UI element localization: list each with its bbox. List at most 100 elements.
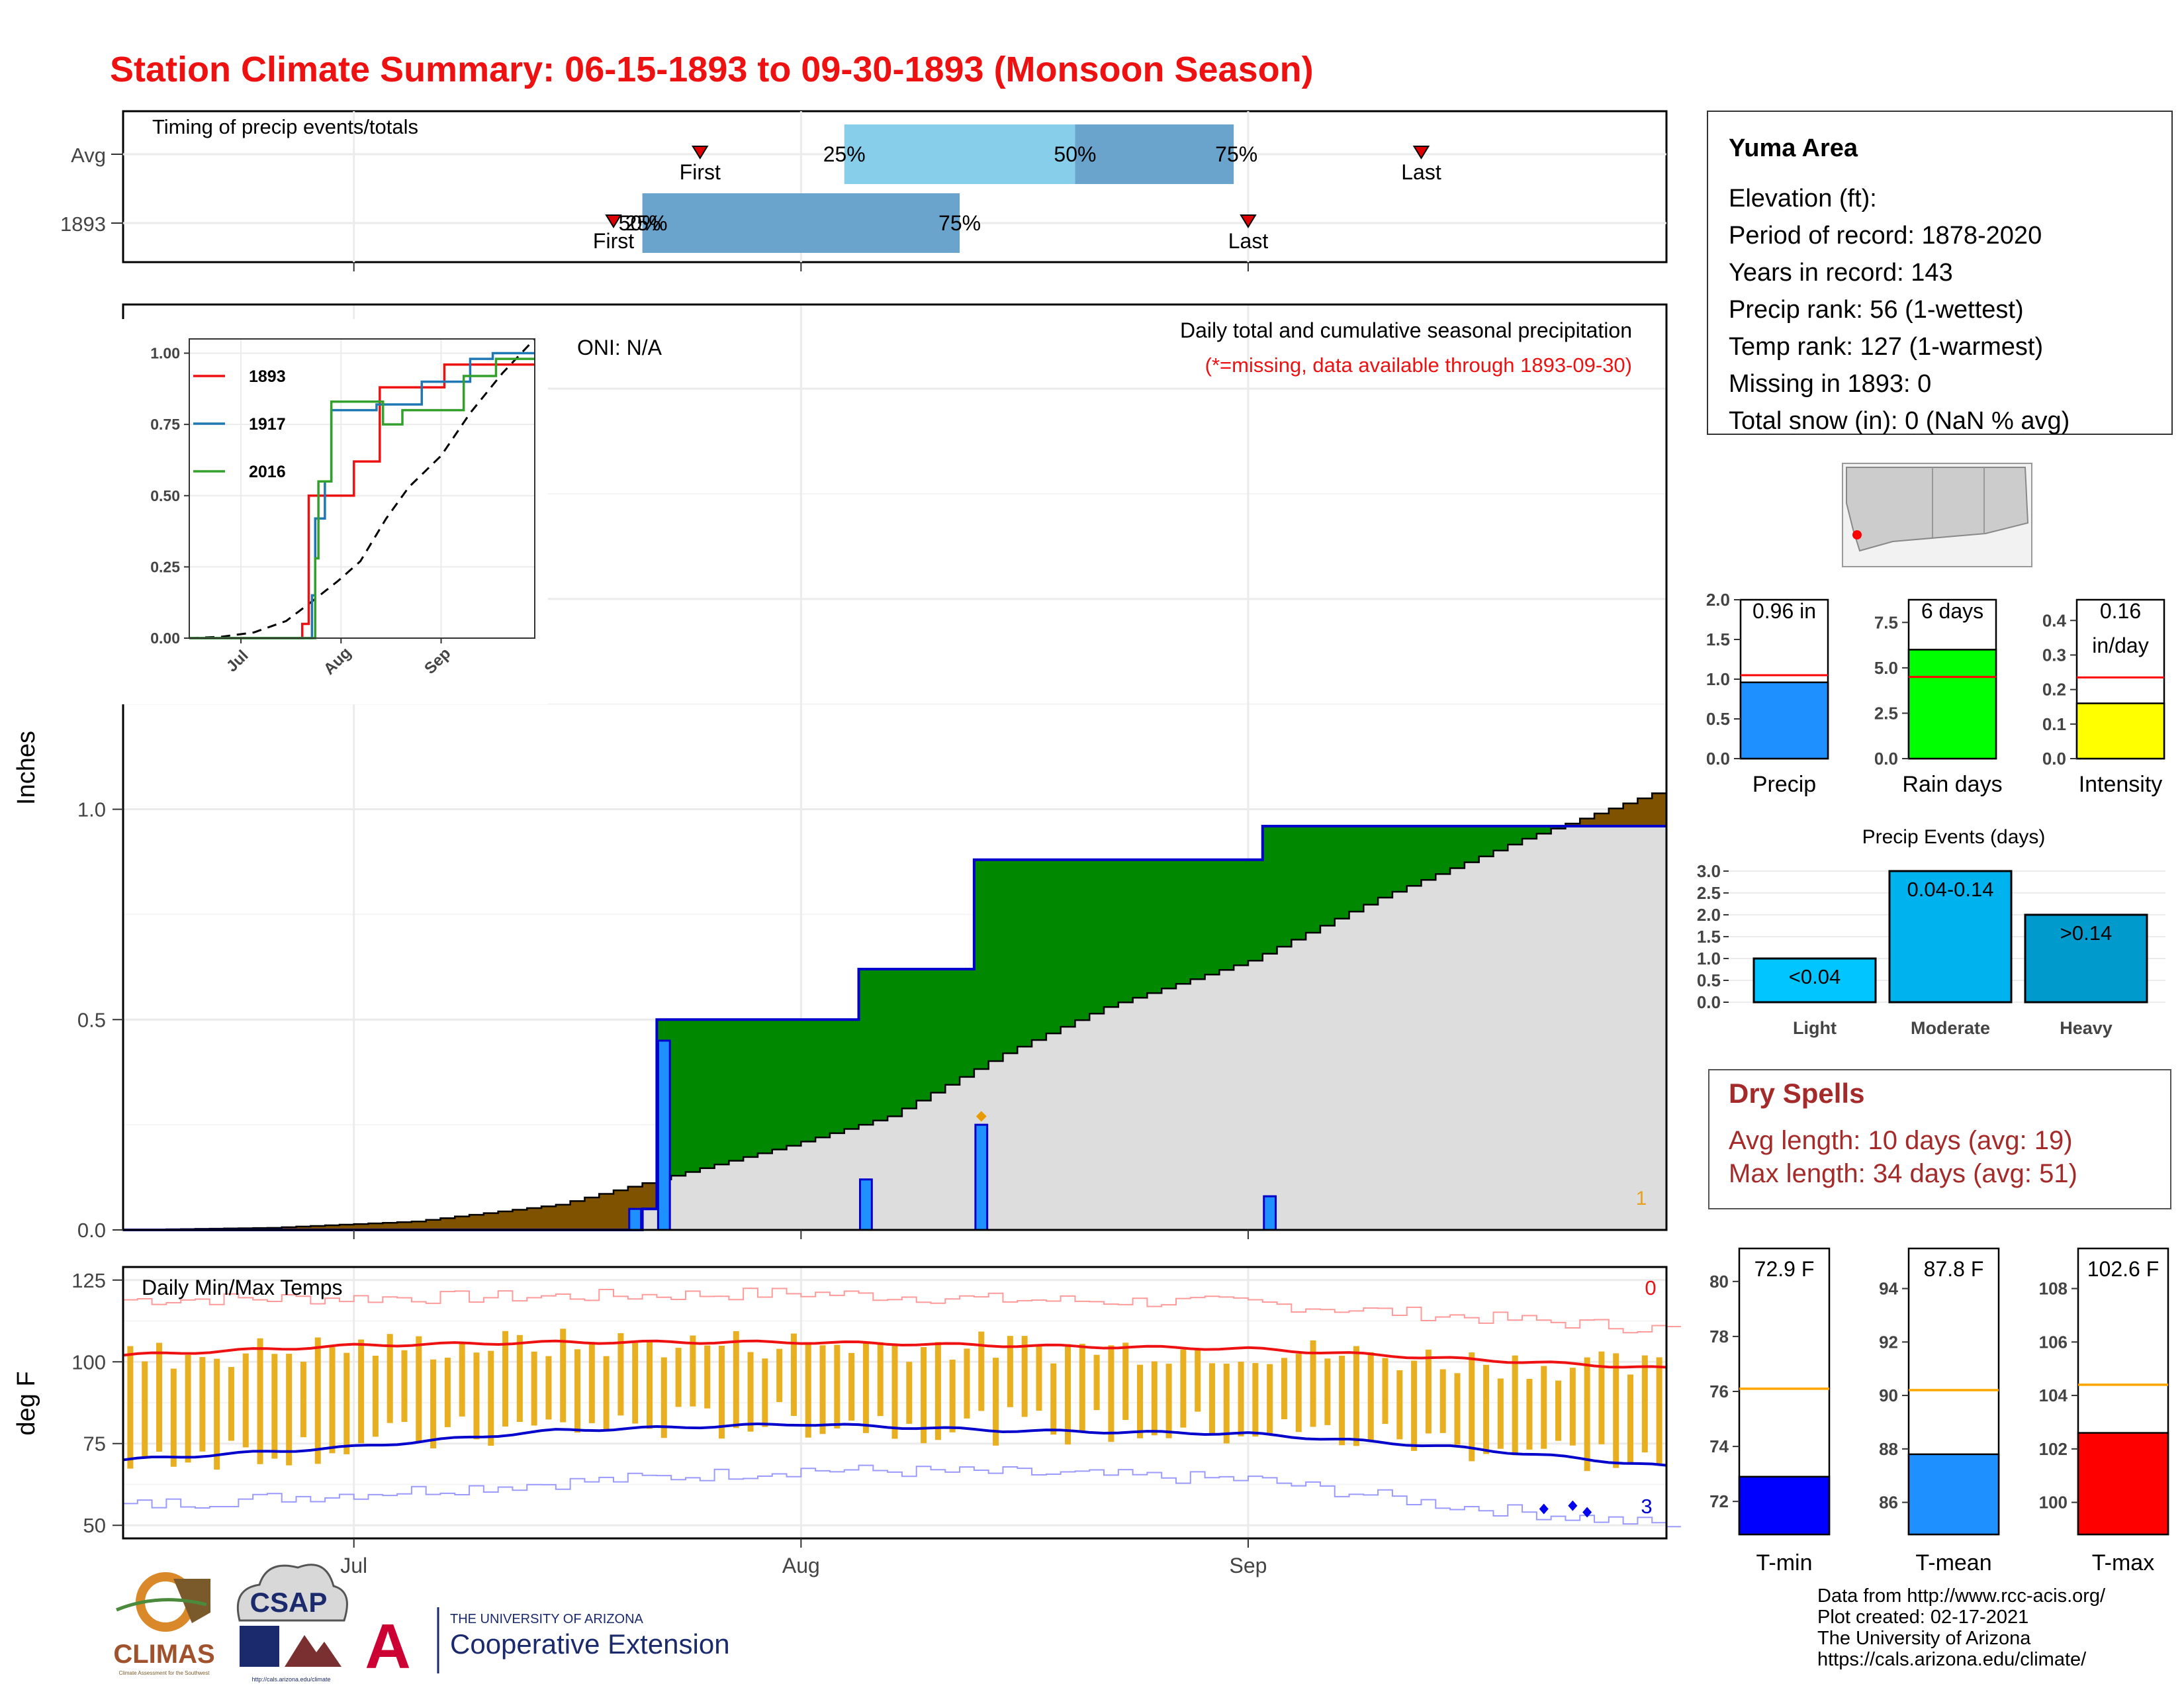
daily-temp-bar <box>300 1362 306 1438</box>
surplus-area <box>887 969 903 1117</box>
daily-temp-bar <box>1281 1358 1287 1420</box>
temp-x-tick-label: Jul <box>340 1554 367 1577</box>
surplus-area <box>1464 825 1480 863</box>
deficit-area <box>397 1222 412 1230</box>
deficit-area <box>1637 798 1653 826</box>
temp-panel-label: Daily Min/Max Temps <box>142 1276 342 1299</box>
mini-bar-tick-label: 0.0 <box>1874 749 1898 769</box>
daily-temp-bar <box>286 1354 293 1466</box>
csap-logo-subtext: http://cals.arizona.edu/climate <box>251 1676 330 1683</box>
surplus-area <box>1392 825 1408 892</box>
temp-x-tick-label: Sep <box>1229 1554 1267 1577</box>
deficit-area <box>555 1204 571 1230</box>
station-info-line: Temp rank: 127 (1-warmest) <box>1729 333 2043 361</box>
temp-gauge-tick-label: 102 <box>2039 1439 2068 1459</box>
surplus-area <box>960 969 975 1077</box>
climas-logo-text: CLIMAS <box>113 1640 214 1669</box>
map-state-borders <box>1932 467 1985 538</box>
daily-temp-bar <box>214 1358 220 1470</box>
surplus-area <box>974 859 989 1069</box>
deficit-area <box>1580 818 1595 826</box>
daily-temp-bar <box>1555 1380 1562 1441</box>
deficit-area <box>339 1225 355 1230</box>
record-low-marker <box>1539 1503 1549 1515</box>
daily-temp-bar <box>964 1348 970 1419</box>
avg-tmin-line <box>122 1422 1667 1467</box>
surplus-area <box>743 1019 758 1157</box>
daily-temp-bar <box>790 1333 797 1416</box>
surplus-area <box>1536 825 1552 834</box>
mini-bar-tick-label: 7.5 <box>1874 612 1898 632</box>
mini-bar-value-label: 0.16 <box>2100 599 2141 623</box>
deficit-area <box>455 1216 470 1230</box>
surplus-area <box>916 969 932 1101</box>
surplus-area <box>873 969 888 1121</box>
daily-temp-bar <box>906 1362 913 1424</box>
avg-timing-bar-50-75 <box>1075 124 1234 184</box>
surplus-area <box>671 1019 686 1176</box>
daily-temp-bar <box>1137 1364 1144 1438</box>
avg-last-label: Last <box>1401 160 1441 184</box>
daily-temp-bar <box>242 1353 249 1448</box>
daily-temp-bar <box>675 1348 682 1407</box>
daily-temp-bar <box>588 1342 595 1423</box>
missing-note: (*=missing, data available through 1893-… <box>1205 353 1632 377</box>
daily-temp-bar <box>560 1329 567 1423</box>
mini-bar-name: Precip <box>1752 772 1816 797</box>
deficit-area <box>1652 793 1667 826</box>
surplus-area <box>1291 825 1306 940</box>
daily-temp-bar <box>545 1356 552 1420</box>
daily-temp-bar <box>127 1346 134 1469</box>
year-pct75-label: 75% <box>938 211 981 235</box>
avg-cumulative-line <box>123 792 1666 1231</box>
temp-y-tick-label: 50 <box>83 1514 106 1537</box>
inset-y-tick-label: 0.25 <box>150 558 180 575</box>
temp-gauge-bar-0 <box>1738 1476 1831 1536</box>
inset-y-tick-label: 1.00 <box>150 345 180 362</box>
daily-temp-bar <box>1569 1368 1576 1446</box>
surplus-area <box>1378 825 1393 898</box>
station-name: Yuma Area <box>1729 134 1858 162</box>
daily-temp-bar <box>1093 1354 1100 1411</box>
temp-x-tick-label: Aug <box>782 1554 820 1577</box>
daily-temp-bar <box>1036 1345 1042 1411</box>
daily-temp-bar <box>1021 1336 1028 1417</box>
daily-temp-bar <box>747 1352 754 1432</box>
surplus-area <box>801 1019 816 1142</box>
event-bar-label: 0.04-0.14 <box>1907 878 1994 901</box>
daily-temp-bar <box>978 1331 985 1411</box>
daily-temp-bar <box>848 1352 855 1421</box>
events-title: Precip Events (days) <box>1862 826 2046 848</box>
inset-legend-label: 2016 <box>249 463 286 481</box>
mini-bar-tick-label: 2.0 <box>1706 590 1730 610</box>
daily-temp-bar <box>1238 1362 1244 1436</box>
avg-timing-bar-25-50 <box>844 124 1075 184</box>
events-tick-label: 1.0 <box>1697 949 1721 968</box>
temp-gauge-tick-label: 86 <box>1879 1493 1898 1513</box>
main-y-tick-label: 0.0 <box>77 1219 106 1242</box>
surplus-area <box>1175 859 1191 984</box>
daily-temp-bar <box>1512 1355 1518 1456</box>
mini-bar-tick-label: 0.2 <box>2042 680 2066 700</box>
daily-temp-bar <box>170 1368 177 1467</box>
year-last-marker <box>1240 214 1257 228</box>
mini-bar-0 <box>1739 681 1829 760</box>
daily-precip-bar <box>1263 1195 1277 1231</box>
daily-temp-bar <box>1483 1364 1490 1454</box>
temp-y-axis-title: deg F <box>13 1371 40 1435</box>
csap-logo-text: CSAP <box>250 1587 328 1618</box>
station-info-line: Period of record: 1878-2020 <box>1729 222 2042 250</box>
daily-temp-bar <box>156 1342 162 1452</box>
daily-precip-bar <box>657 1039 671 1231</box>
deficit-area <box>296 1226 311 1230</box>
surplus-area <box>945 969 960 1085</box>
deficit-area <box>411 1221 427 1230</box>
daily-temp-bar <box>185 1354 191 1463</box>
daily-temp-bar <box>1598 1351 1605 1444</box>
surplus-area <box>1508 825 1523 845</box>
year-last-label: Last <box>1228 229 1269 253</box>
avg-pct75-label: 75% <box>1215 142 1257 166</box>
station-info-box <box>1707 111 2173 435</box>
